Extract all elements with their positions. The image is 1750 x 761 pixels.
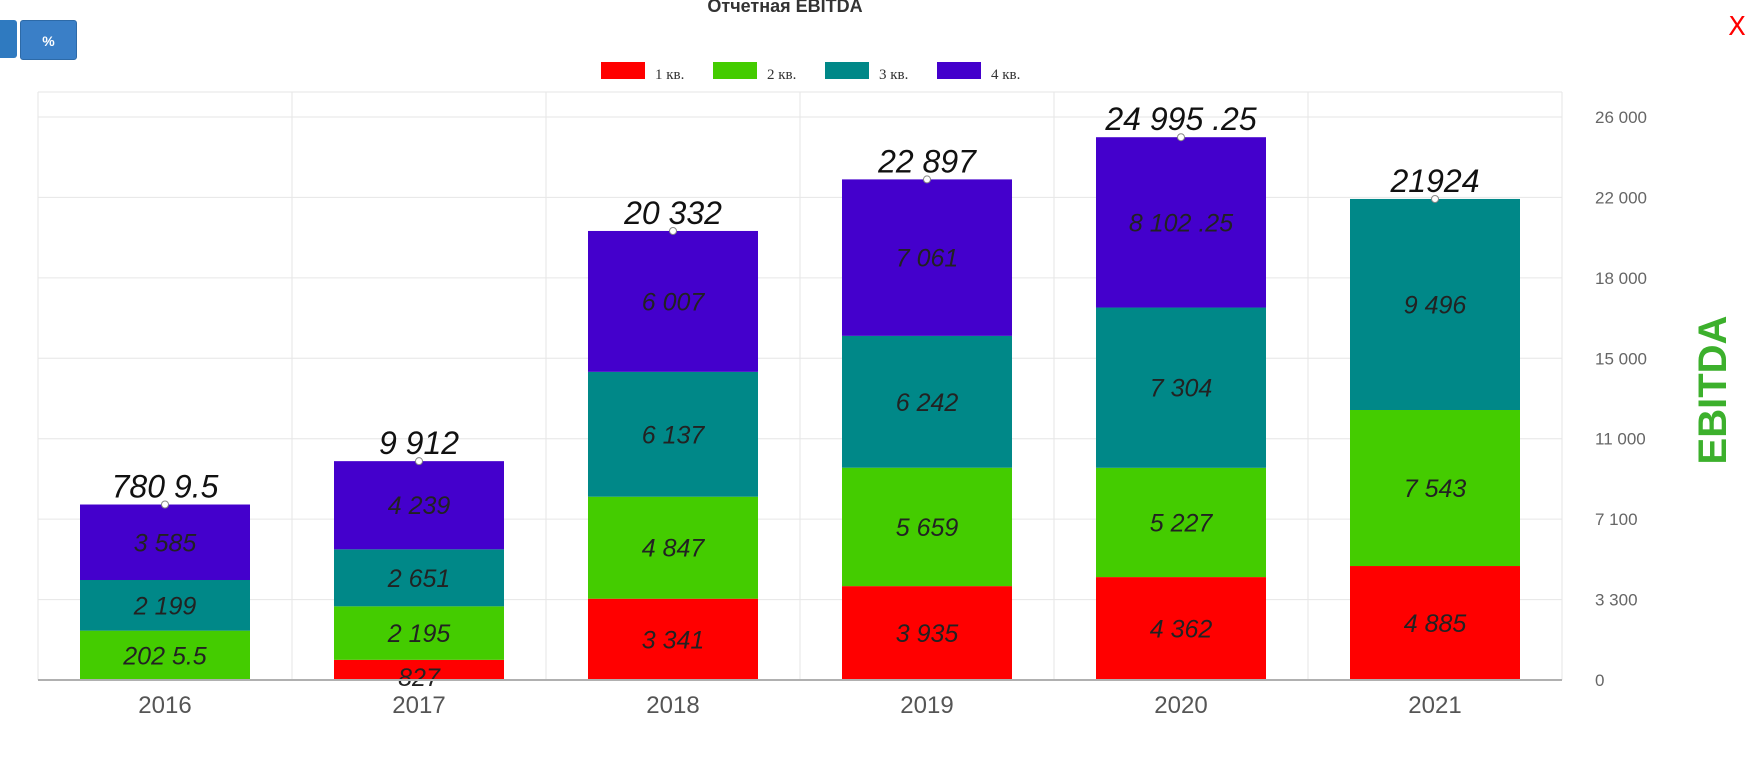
segment-value-label: 202 5.5 [122,642,207,670]
segment-value-label: 4 239 [388,492,451,520]
segment-value-label: 9 496 [1404,291,1467,319]
segment-value-label: 6 007 [642,288,706,316]
legend-label-q2[interactable]: 2 кв. [767,67,796,83]
x-tick-label: 2019 [900,692,953,719]
legend-swatch-q2[interactable] [713,62,757,79]
grid [37,91,1563,680]
total-value-label: 780 9.5 [112,469,219,505]
total-marker [923,175,931,184]
close-icon[interactable]: X [1728,12,1746,42]
total-marker [669,226,677,235]
segment-value-label: 3 341 [642,626,705,654]
bar-segment-q1 [334,659,504,680]
bar-segment-q4 [1096,137,1266,308]
bar-segment-q4 [588,230,758,372]
legend-swatch-q4[interactable] [937,62,981,79]
labels: 202 5.5 2 199 3 585 780 9.5 827 2 195 2 651 4 2… [112,101,1480,692]
y-tick-label: 7 100 [1595,510,1638,529]
segment-value-label: 4 362 [1150,616,1213,644]
bar-segment-q3 [1350,198,1520,411]
segment-value-label: 2 199 [133,592,197,620]
legend[interactable]: 1 кв. 2 кв. 3 кв. 4 кв. [601,62,1020,83]
y-tick-label: 26 000 [1595,108,1647,127]
total-value-label: 9 912 [379,425,459,461]
total-value-label: 24 995 .25 [1104,101,1256,137]
segment-value-label: 2 195 [387,620,451,648]
legend-swatch-q1[interactable] [601,62,645,79]
bar-segment-q2 [334,606,504,660]
total-marker [1177,133,1185,142]
percent-toggle-button[interactable]: % [20,20,77,60]
bar-segment-q2 [1096,467,1266,578]
bar-segment-q2 [588,496,758,599]
y-tick-label: 0 [1595,671,1604,690]
bar-segment-q3 [842,335,1012,468]
y-tick-label: 15 000 [1595,349,1647,368]
bar-segment-q2 [1350,410,1520,567]
bar-segment-q1 [842,586,1012,680]
total-marker [161,500,169,509]
bar-segment-q4 [842,179,1012,336]
total-value-label: 21924 [1390,163,1480,199]
bar-segment-q3 [1096,307,1266,468]
legend-swatch-q3[interactable] [825,62,869,79]
chart-title: Отчетная EBITDA [707,0,863,16]
segment-value-label: 3 585 [134,529,197,557]
segment-value-label: 7 543 [1404,475,1467,503]
bar-segment-q3 [334,549,504,607]
segment-value-label: 5 227 [1150,509,1214,537]
total-marker [1431,194,1439,203]
y-tick-label: 3 300 [1595,591,1638,610]
bar-segment-q1 [1350,566,1520,680]
segment-value-label: 4 847 [642,535,706,563]
y-tick-label: 22 000 [1595,188,1647,207]
legend-label-q4[interactable]: 4 кв. [991,67,1020,83]
segment-value-label: 7 304 [1150,375,1213,403]
x-tick-label: 2017 [392,692,445,719]
bar-segment-q3 [80,580,250,631]
segment-value-label: 5 659 [896,514,959,542]
bar-segment-q4 [334,461,504,550]
legend-label-q3[interactable]: 3 кв. [879,67,908,83]
axes: 0 3 300 7 100 11 000 15 000 18 000 22 000 26 00… [38,108,1735,719]
bar-segment-q4 [80,504,250,581]
legend-label-q1[interactable]: 1 кв. [655,67,684,83]
total-value-label: 22 897 [877,143,977,179]
bar-segment-q2 [842,467,1012,587]
total-value-label: 20 332 [623,195,722,231]
x-tick-label: 2020 [1154,692,1207,719]
y-tick-label: 11 000 [1595,430,1646,449]
bars [80,137,1520,680]
x-tick-label: 2018 [646,692,699,719]
bar-segment-q1 [1096,577,1266,680]
y-axis-label: EBITDA [1691,316,1735,465]
segment-value-label: 3 935 [896,620,959,648]
y-tick-label: 18 000 [1595,269,1647,288]
nav-button[interactable] [0,20,17,58]
bar-segment-q3 [588,371,758,497]
segment-value-label: 6 137 [642,421,706,449]
bar-segment-q2 [80,630,250,680]
x-tick-label: 2021 [1408,692,1461,719]
segment-value-label: 4 885 [1404,610,1467,638]
segment-value-label: 6 242 [896,389,959,417]
x-tick-label: 2016 [138,692,191,719]
segment-value-label: 8 102 .25 [1129,209,1233,237]
total-marker [415,457,423,466]
segment-value-label: 2 651 [387,565,451,593]
segment-value-label: 7 061 [896,245,959,273]
segment-value-label: 827 [398,664,441,692]
bar-segment-q1 [588,598,758,680]
